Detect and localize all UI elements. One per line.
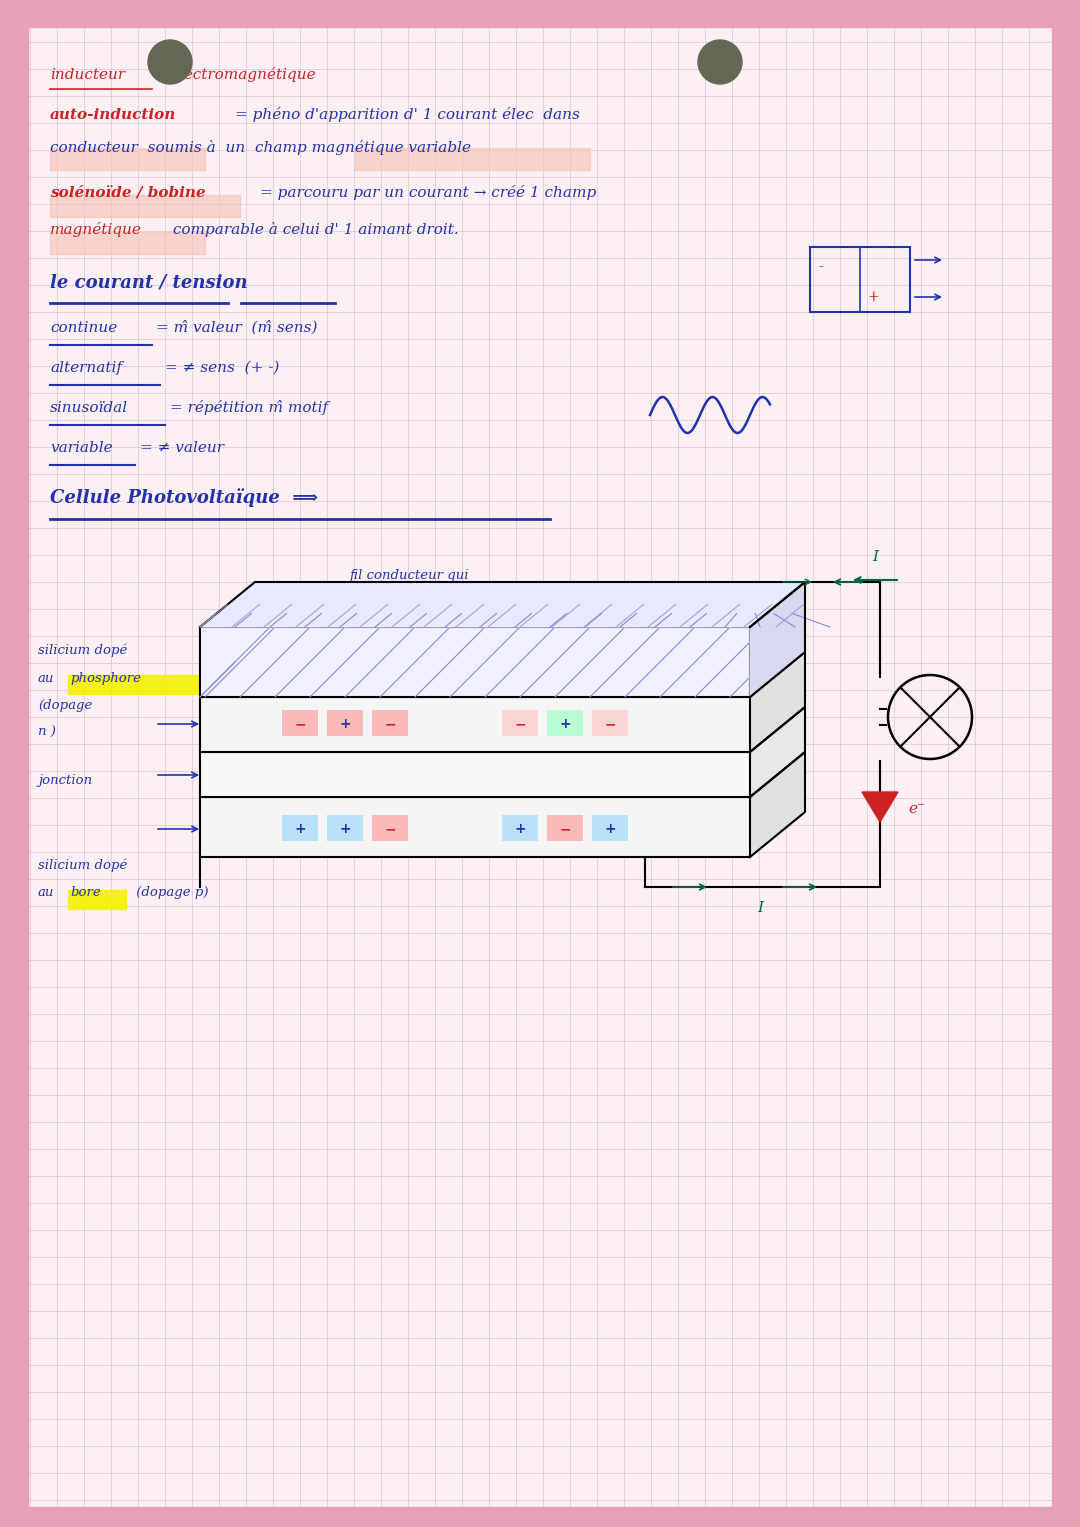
Text: le courant / tension: le courant / tension — [50, 273, 247, 292]
Text: collecte les: collecte les — [350, 596, 426, 609]
Text: (dopage: (dopage — [38, 699, 93, 712]
Bar — [372, 710, 408, 736]
Polygon shape — [750, 582, 805, 696]
Bar — [50, 232, 205, 253]
Text: +: + — [339, 718, 351, 731]
Bar — [200, 696, 750, 751]
Text: silicium dopé: silicium dopé — [38, 858, 127, 872]
Text: −: − — [384, 718, 395, 731]
Text: variable: variable — [50, 441, 112, 455]
Bar — [282, 815, 318, 841]
Text: I: I — [872, 550, 878, 563]
Text: +: + — [868, 290, 879, 304]
Bar — [592, 710, 627, 736]
Polygon shape — [200, 582, 805, 628]
Bar — [68, 890, 126, 909]
Bar — [546, 815, 583, 841]
Bar — [327, 815, 363, 841]
Text: conducteur  soumis à  un  champ magnétique variable: conducteur soumis à un champ magnétique … — [50, 140, 471, 156]
Bar — [0, 0, 1080, 27]
Bar — [372, 815, 408, 841]
Bar — [68, 675, 203, 693]
Text: sinusoïdal: sinusoïdal — [50, 402, 129, 415]
Bar — [1052, 0, 1080, 1527]
Text: électrons: électrons — [435, 596, 501, 609]
Bar — [327, 710, 363, 736]
Text: comparable à celui d' 1 aimant droit.: comparable à celui d' 1 aimant droit. — [168, 221, 459, 237]
Bar — [50, 148, 205, 169]
Text: −: − — [384, 822, 395, 835]
Text: +: + — [514, 822, 526, 835]
Bar — [592, 815, 627, 841]
Bar — [50, 195, 240, 217]
Polygon shape — [750, 707, 805, 797]
Text: +: + — [339, 822, 351, 835]
Polygon shape — [862, 793, 897, 822]
Text: bore: bore — [70, 886, 100, 899]
Circle shape — [148, 40, 192, 84]
Text: phosphore: phosphore — [70, 672, 141, 686]
Bar — [0, 0, 28, 1527]
Text: auto-induction: auto-induction — [50, 108, 176, 122]
Bar — [282, 710, 318, 736]
Text: e⁻: e⁻ — [908, 802, 924, 815]
Bar — [433, 599, 553, 617]
Text: = phéno d'apparition d' 1 courant élec  dans: = phéno d'apparition d' 1 courant élec d… — [235, 107, 580, 122]
Text: −: − — [514, 718, 526, 731]
Text: −: − — [604, 718, 616, 731]
Bar — [200, 628, 750, 696]
Text: électrons: électrons — [435, 596, 501, 609]
Text: alternatif: alternatif — [50, 360, 122, 376]
Text: = m̂ valeur  (m̂ sens): = m̂ valeur (m̂ sens) — [156, 321, 318, 334]
Text: = ≠ valeur: = ≠ valeur — [140, 441, 224, 455]
Text: fil conducteur qui: fil conducteur qui — [350, 570, 470, 582]
Bar — [200, 797, 750, 857]
Bar — [200, 751, 750, 797]
Bar — [0, 1507, 1080, 1527]
Text: +: + — [294, 822, 306, 835]
Bar — [355, 148, 590, 169]
Text: n ): n ) — [38, 725, 56, 739]
Text: = répétition m̂ motif: = répétition m̂ motif — [170, 400, 328, 415]
Text: électromagnétique: électromagnétique — [165, 67, 315, 82]
Text: au: au — [38, 672, 54, 686]
Circle shape — [698, 40, 742, 84]
Bar — [810, 247, 910, 312]
Text: continue: continue — [50, 321, 118, 334]
Text: +: + — [559, 718, 571, 731]
Text: magnétique: magnétique — [50, 221, 141, 237]
Text: (dopage p): (dopage p) — [132, 886, 208, 899]
Polygon shape — [750, 652, 805, 751]
Polygon shape — [750, 751, 805, 857]
Text: silicium dopé: silicium dopé — [38, 643, 127, 657]
Bar — [502, 710, 538, 736]
Text: au: au — [38, 886, 54, 899]
Text: -: - — [818, 260, 823, 273]
Text: −: − — [559, 822, 571, 835]
Text: +: + — [604, 822, 616, 835]
Text: Cellule Photovoltaïque  ⟹: Cellule Photovoltaïque ⟹ — [50, 489, 319, 507]
Text: −: − — [294, 718, 306, 731]
Text: = ≠ sens  (+ -): = ≠ sens (+ -) — [165, 360, 280, 376]
Text: = parcouru par un courant → créé 1 champ: = parcouru par un courant → créé 1 champ — [260, 185, 596, 200]
Bar — [502, 815, 538, 841]
Bar — [546, 710, 583, 736]
Text: jonction: jonction — [38, 774, 92, 786]
Text: I: I — [757, 901, 762, 915]
Text: solénoïde / bobine: solénoïde / bobine — [50, 186, 206, 200]
Text: inducteur: inducteur — [50, 69, 125, 82]
